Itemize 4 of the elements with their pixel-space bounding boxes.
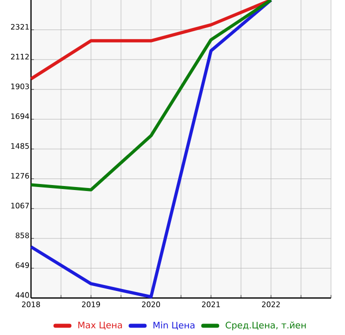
legend-label: Max Цена [78,322,122,330]
line-series [29,0,273,192]
legend-label: Сред.Цена, т.йен [226,322,306,330]
legend-label: Min Цена [154,322,194,330]
